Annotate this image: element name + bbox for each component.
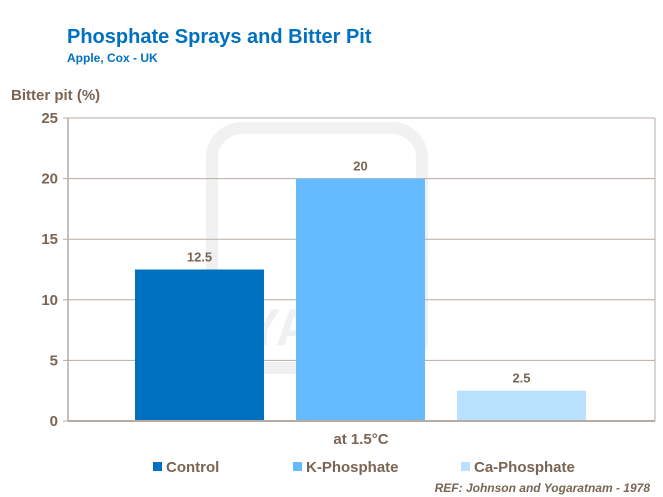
data-label: 2.5 xyxy=(512,371,530,386)
y-tick-label: 20 xyxy=(41,171,58,188)
y-tick-label: 15 xyxy=(41,231,58,248)
data-label: 20 xyxy=(353,159,367,174)
legend-swatch xyxy=(461,462,470,471)
y-tick-label: 5 xyxy=(50,352,58,369)
legend-swatch xyxy=(153,462,162,471)
legend-label: K-Phosphate xyxy=(306,459,399,476)
reference-note: REF: Johnson and Yogaratnam - 1978 xyxy=(434,481,650,495)
data-label: 12.5 xyxy=(187,250,212,265)
legend-label: Control xyxy=(166,459,219,476)
chart-title: Phosphate Sprays and Bitter Pit xyxy=(67,26,372,48)
chart-subtitle: Apple, Cox - UK xyxy=(67,51,158,65)
legend-swatch xyxy=(293,462,302,471)
y-tick-label: 10 xyxy=(41,292,58,309)
bar-k-phosphate xyxy=(296,178,425,421)
legend-label: Ca-Phosphate xyxy=(474,459,575,476)
y-tick-label: 0 xyxy=(50,413,58,430)
x-axis-label: at 1.5°C xyxy=(333,431,388,448)
bar-ca-phosphate xyxy=(457,390,586,421)
y-tick-label: 25 xyxy=(41,110,58,127)
bar-control xyxy=(135,269,264,421)
y-axis-label: Bitter pit (%) xyxy=(11,87,101,104)
